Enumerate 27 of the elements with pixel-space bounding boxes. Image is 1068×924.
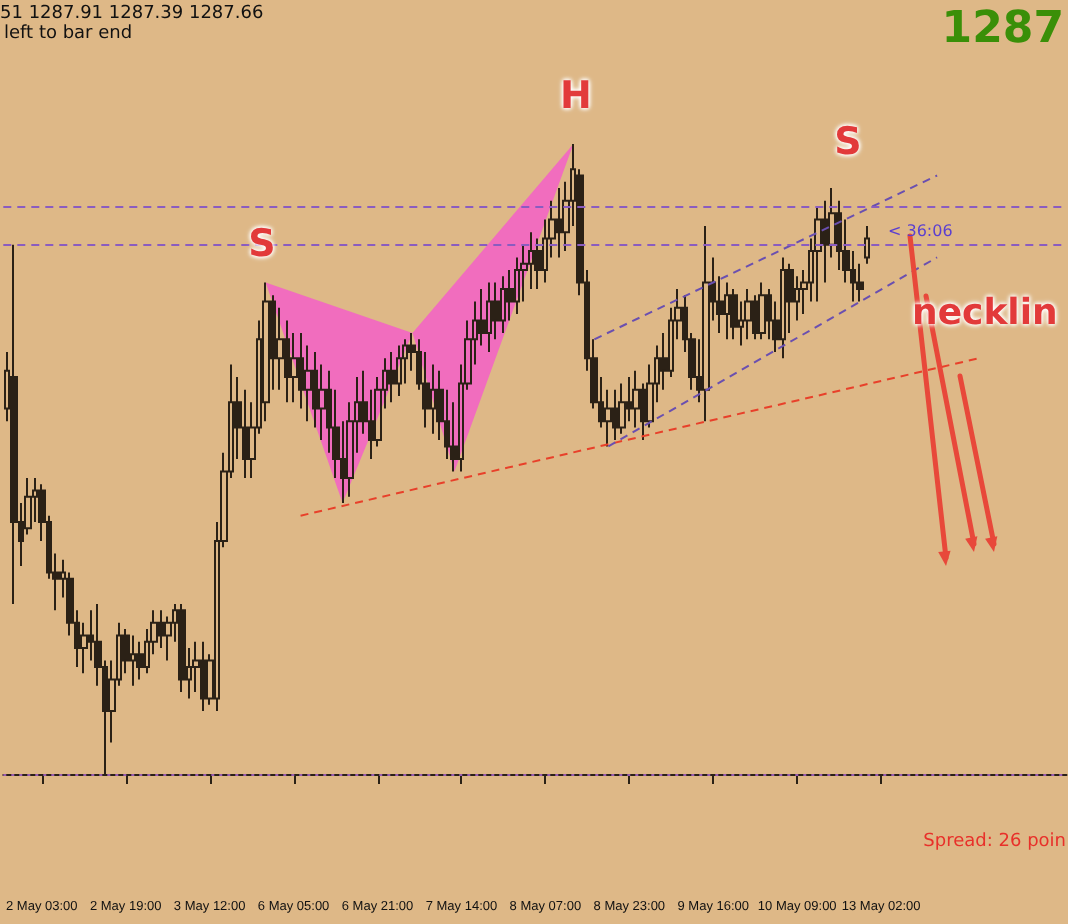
candlestick [744, 287, 752, 341]
candlestick [730, 287, 738, 341]
text: Spread: 26 poin [923, 832, 1066, 852]
candlestick [10, 243, 18, 605]
candlestick [486, 281, 492, 353]
candlestick [556, 187, 562, 259]
candlestick [396, 344, 402, 397]
annotation: < 36:06 [888, 222, 953, 240]
candlestick [758, 281, 766, 341]
candlestick [814, 206, 822, 303]
text: H [560, 74, 592, 118]
candlestick [388, 350, 396, 404]
candlestick [130, 634, 136, 687]
text: left to bar end [4, 24, 133, 44]
candlestick [200, 640, 206, 712]
text: 1287 [941, 4, 1064, 54]
candlestick [178, 602, 186, 694]
annotation: S [834, 120, 862, 164]
candlestick [618, 382, 626, 435]
candlestick [500, 275, 506, 334]
candlestick [702, 224, 710, 423]
candlestick [724, 281, 730, 341]
candlestick [864, 224, 870, 265]
candlestick [612, 388, 618, 442]
annotation: S [248, 222, 276, 266]
text: 51 1287.91 1287.39 1287.66 [0, 4, 264, 24]
candlestick [780, 256, 786, 360]
